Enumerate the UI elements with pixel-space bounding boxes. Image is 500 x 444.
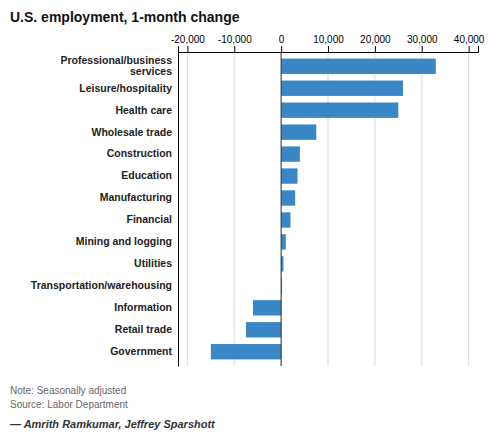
x-tick-mark (422, 46, 423, 52)
bar (281, 146, 300, 161)
y-tick: Transportation/warehousing (31, 279, 172, 291)
y-tick-label: Education (121, 169, 172, 181)
bar (253, 300, 281, 315)
x-tick: 0 (279, 34, 285, 52)
x-tick-label: 30,000 (407, 34, 438, 45)
y-tick-label-line: Wholesale trade (91, 126, 172, 138)
y-tick-label: Mining and logging (76, 235, 172, 247)
bar (211, 344, 281, 359)
bars (211, 59, 436, 360)
y-tick: Wholesale trade (91, 126, 172, 138)
bar (281, 190, 295, 205)
y-axis: Professional/businessservices Leisure/hos… (31, 53, 179, 367)
y-tick: Retail trade (115, 323, 172, 335)
y-tick-label-line: Health care (115, 104, 172, 116)
bar (281, 59, 436, 74)
y-tick-label: Construction (107, 147, 172, 159)
title: U.S. employment, 1-month change (10, 9, 240, 25)
y-tick-label-line: Manufacturing (100, 191, 172, 203)
y-tick-label: Financial (126, 213, 172, 225)
bar (246, 322, 281, 337)
grid (187, 52, 468, 366)
x-tick: -20,000 (171, 34, 205, 52)
y-tick-label: Transportation/warehousing (31, 279, 172, 291)
y-tick-label: Government (110, 345, 172, 357)
x-tick-label: 20,000 (360, 34, 391, 45)
bar (281, 212, 290, 227)
x-tick-mark (187, 46, 188, 52)
y-tick-label: Health care (115, 104, 172, 116)
note: Source: Labor Department (10, 399, 128, 410)
y-axis-line (178, 53, 179, 367)
x-tick: 30,000 (407, 34, 438, 52)
x-tick-label: -10,000 (218, 34, 252, 45)
y-tick: Financial (126, 213, 172, 225)
y-tick: Manufacturing (100, 191, 172, 203)
x-tick-mark (469, 46, 470, 52)
y-tick: Mining and logging (76, 235, 172, 247)
grid-line (374, 52, 375, 366)
x-tick-mark (328, 46, 329, 52)
y-tick: Health care (115, 104, 172, 116)
x-tick-mark (281, 46, 282, 52)
bar (281, 124, 316, 139)
y-tick-label-line: Government (110, 345, 172, 357)
x-axis: -20,000 -10,000 0 10,000 20,000 30,000 40,000 (171, 34, 485, 53)
x-tick-mark (234, 46, 235, 52)
y-tick-label-line: Financial (126, 213, 172, 225)
grid-line (468, 52, 469, 366)
byline: — Amrith Ramkumar, Jeffrey Sparshott (9, 418, 216, 430)
y-tick-label: Information (114, 301, 172, 313)
y-tick-label: Professional/businessservices (61, 54, 173, 78)
y-tick-label-line: Transportation/warehousing (31, 279, 172, 291)
y-tick-label-line: Retail trade (115, 323, 172, 335)
y-tick-label: Wholesale trade (91, 126, 172, 138)
x-tick-label: 10,000 (313, 34, 344, 45)
y-tick-label: Manufacturing (100, 191, 172, 203)
y-tick-label-line: Information (114, 301, 172, 313)
zero-line (281, 52, 282, 366)
bar (281, 103, 398, 118)
y-tick-label-line: Mining and logging (76, 235, 172, 247)
bar (281, 168, 297, 183)
bar (281, 81, 403, 96)
x-tick-label: 40,000 (454, 34, 485, 45)
y-tick-label-line: Construction (107, 147, 172, 159)
x-tick-mark (375, 46, 376, 52)
x-tick-label: 0 (279, 34, 285, 45)
y-tick: Professional/businessservices (61, 54, 173, 78)
y-tick-label-line: services (130, 65, 172, 77)
y-tick: Education (121, 169, 172, 181)
x-tick: 40,000 (454, 34, 485, 52)
y-tick-label-line: Utilities (134, 257, 172, 269)
y-tick-label: Utilities (134, 257, 172, 269)
y-tick: Construction (107, 147, 172, 159)
grid-line (187, 52, 188, 366)
note: Note: Seasonally adjusted (10, 385, 126, 396)
grid-line (281, 52, 282, 366)
x-tick-label: -20,000 (171, 34, 205, 45)
y-tick-label: Leisure/hospitality (79, 82, 172, 94)
grid-line (421, 52, 422, 366)
y-tick-label-line: Education (121, 169, 172, 181)
y-tick: Information (114, 301, 172, 313)
grid-line (328, 52, 329, 366)
x-tick: 20,000 (360, 34, 391, 52)
y-tick: Government (110, 345, 172, 357)
x-axis-line (179, 46, 479, 53)
y-tick-label: Retail trade (115, 323, 172, 335)
y-tick: Utilities (134, 257, 172, 269)
x-tick: 10,000 (313, 34, 344, 52)
y-tick-label-line: Leisure/hospitality (79, 82, 172, 94)
y-tick-label-line: Professional/business (61, 54, 173, 66)
y-tick: Leisure/hospitality (79, 82, 172, 94)
bar (281, 234, 286, 249)
chart: U.S. employment, 1-month change -20,000 -1… (0, 0, 500, 444)
x-tick: -10,000 (218, 34, 252, 52)
grid-line (234, 52, 235, 366)
